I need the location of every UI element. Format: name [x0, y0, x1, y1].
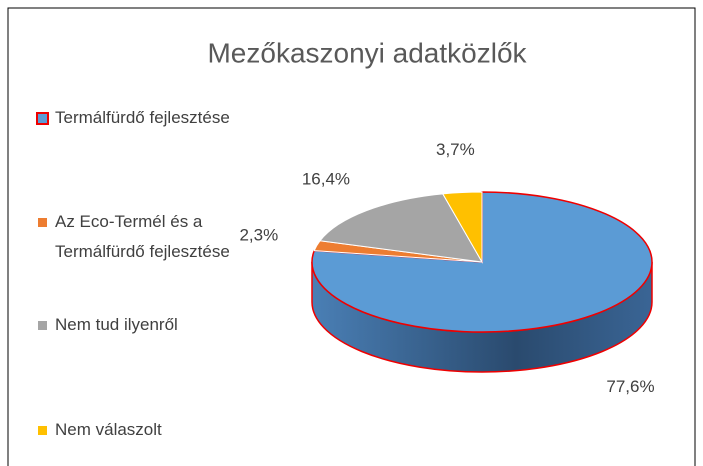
legend-swatch	[36, 112, 49, 125]
legend-label: Az Eco-Termél és a Termálfürdő fejleszté…	[55, 212, 230, 261]
legend-item: Nem tud ilyenről	[38, 310, 238, 340]
legend-item: Termálfürdő fejlesztése	[36, 103, 238, 133]
legend-swatch	[38, 218, 47, 227]
legend-label: Nem válaszolt	[55, 420, 162, 439]
legend-label: Nem tud ilyenről	[55, 315, 178, 334]
data-label: 2,3%	[239, 225, 278, 244]
frame	[7, 7, 696, 466]
data-label: 77,6%	[606, 377, 654, 396]
slice	[319, 193, 483, 263]
data-label: 3,7%	[436, 140, 475, 159]
legend-swatch	[38, 321, 47, 330]
chart-title: Mezőkaszonyi adatközlők	[207, 37, 527, 68]
legend-item: Nem válaszolt	[38, 415, 238, 445]
legend-label: Termálfürdő fejlesztése	[55, 108, 230, 127]
legend-swatch	[38, 426, 47, 435]
slice	[442, 191, 483, 264]
legend-item: Az Eco-Termél és a Termálfürdő fejleszté…	[38, 207, 238, 267]
data-label: 16,4%	[302, 169, 350, 188]
